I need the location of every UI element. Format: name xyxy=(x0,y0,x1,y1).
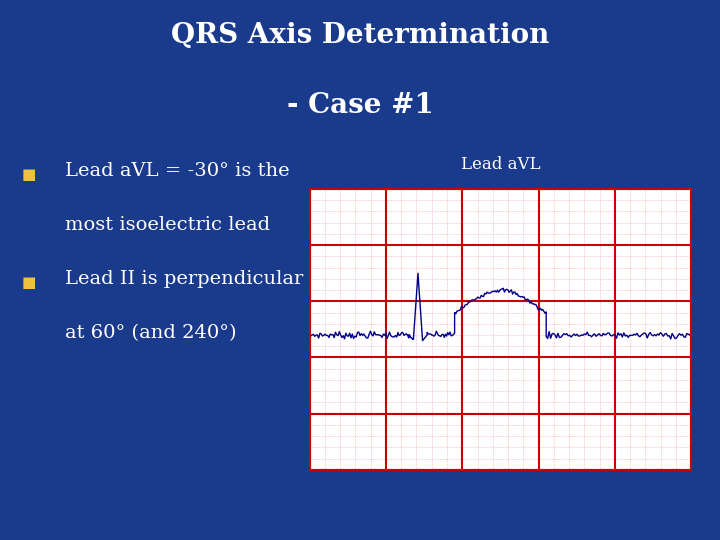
Text: QRS Axis Determination: QRS Axis Determination xyxy=(171,22,549,49)
Text: ■: ■ xyxy=(22,275,36,291)
Text: Lead aVL: Lead aVL xyxy=(461,156,540,173)
Text: - Case #1: - Case #1 xyxy=(287,92,433,119)
Text: Lead II is perpendicular: Lead II is perpendicular xyxy=(65,270,303,288)
Text: at 60° (and 240°): at 60° (and 240°) xyxy=(65,324,236,342)
Text: ■: ■ xyxy=(22,167,36,183)
Text: most isoelectric lead: most isoelectric lead xyxy=(65,216,270,234)
Text: Lead aVL = -30° is the: Lead aVL = -30° is the xyxy=(65,162,289,180)
